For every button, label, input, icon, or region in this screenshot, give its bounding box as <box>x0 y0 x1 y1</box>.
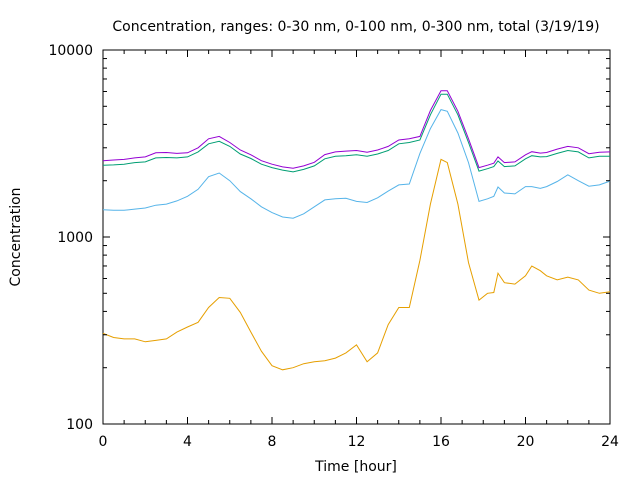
y-axis: 100 1000 10000 <box>48 43 610 433</box>
x-tick-label: 8 <box>268 434 277 450</box>
y-tick-label: 100 <box>66 417 93 433</box>
x-tick-label: 16 <box>432 434 450 450</box>
series-line-4 <box>102 90 611 169</box>
x-tick-label: 12 <box>348 434 366 450</box>
y-tick-label: 10000 <box>48 43 93 59</box>
y-tick-label: 1000 <box>57 230 93 246</box>
series-line-3 <box>102 93 610 173</box>
chart-title: Concentration, ranges: 0-30 nm, 0-100 nm… <box>112 19 599 35</box>
series-layer <box>102 90 611 371</box>
x-tick-label: 0 <box>99 434 108 450</box>
series-line-1 <box>102 158 611 371</box>
x-tick-label: 4 <box>183 434 192 450</box>
x-axis: 0 4 8 12 16 20 24 <box>99 50 619 450</box>
x-tick-label: 24 <box>601 434 619 450</box>
x-axis-label: Time [hour] <box>314 459 397 475</box>
y-axis-label: Concentration <box>8 187 24 286</box>
series-line-2 <box>102 109 611 219</box>
plot-frame <box>102 49 611 425</box>
x-tick-label: 20 <box>517 434 535 450</box>
